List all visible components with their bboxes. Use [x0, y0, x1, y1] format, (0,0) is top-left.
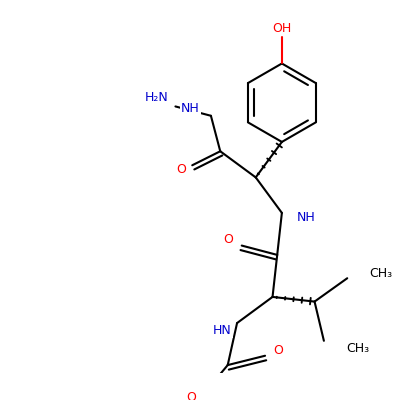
Text: O: O — [176, 164, 186, 176]
Text: OH: OH — [272, 22, 292, 34]
Text: CH₃: CH₃ — [346, 342, 370, 355]
Text: H₂N: H₂N — [145, 91, 169, 104]
Text: O: O — [224, 234, 234, 246]
Text: HN: HN — [213, 324, 232, 337]
Text: CH₃: CH₃ — [370, 267, 393, 280]
Text: NH: NH — [181, 102, 200, 115]
Text: O: O — [186, 391, 196, 400]
Text: O: O — [273, 344, 283, 357]
Text: NH: NH — [297, 211, 316, 224]
